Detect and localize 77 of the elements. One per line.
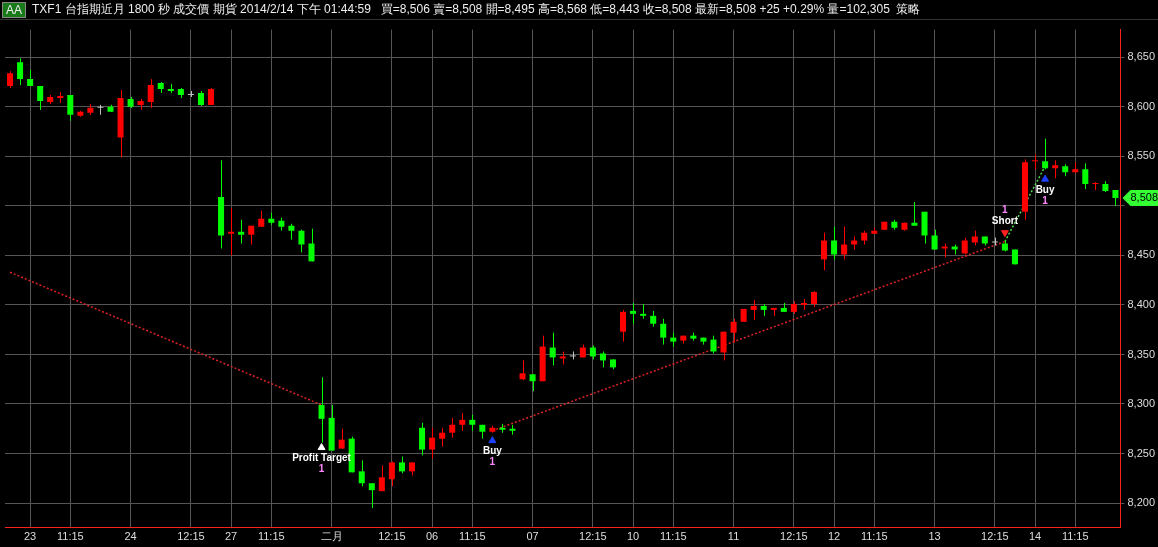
candlestick xyxy=(228,207,235,256)
x-tick-label: 06 xyxy=(425,530,439,543)
x-tick-label: 11:15 xyxy=(56,530,84,543)
x-tick-label: 10 xyxy=(626,530,640,543)
candlestick xyxy=(147,78,154,109)
candlestick xyxy=(368,482,375,509)
x-tick-label: 11:15 xyxy=(659,530,687,543)
candlestick xyxy=(1032,153,1039,170)
candlestick xyxy=(338,428,345,450)
candlestick xyxy=(67,94,74,122)
x-tick-label: 11 xyxy=(727,530,740,543)
text: Buy 1 xyxy=(1035,183,1055,206)
y-tick-label: 8,300 xyxy=(1127,397,1155,410)
candlestick xyxy=(308,228,315,262)
candlestick xyxy=(449,417,456,439)
y-tick-label: 8,200 xyxy=(1127,496,1155,509)
candlestick xyxy=(1082,162,1089,190)
x-tick-label: 11:15 xyxy=(860,530,888,543)
candlestick xyxy=(298,229,305,253)
candlestick xyxy=(17,57,24,86)
candlestick xyxy=(238,219,245,245)
y-tick-label: 8,350 xyxy=(1127,347,1155,360)
x-tick-label: 11:15 xyxy=(1061,530,1089,543)
x-tick-label: 12 xyxy=(827,530,841,543)
candlestick xyxy=(1042,138,1049,170)
candlestick xyxy=(429,427,436,459)
series-label: Buy 1 xyxy=(482,445,503,468)
candlestick xyxy=(750,299,757,321)
candlestick xyxy=(388,460,395,487)
x-tick-label: 12:15 xyxy=(579,530,607,543)
candlestick xyxy=(37,85,44,111)
point xyxy=(1041,174,1050,182)
candlestick xyxy=(720,331,727,361)
point xyxy=(317,443,326,451)
y-tick-label: 8,550 xyxy=(1127,149,1155,162)
series-label: Short 1 xyxy=(991,204,1019,227)
candlestick xyxy=(630,302,637,325)
x-tick-label: 二月 xyxy=(320,530,343,543)
x-tick-label: 11:15 xyxy=(458,530,486,543)
x-tick-label: 27 xyxy=(224,530,238,543)
candlestick xyxy=(358,459,365,487)
point xyxy=(488,436,497,444)
text: 8,508 xyxy=(1130,191,1158,204)
y-tick-label: 8,450 xyxy=(1127,248,1155,261)
candlestick xyxy=(841,226,848,260)
candlestick xyxy=(318,376,325,444)
y-tick-label: 8,250 xyxy=(1127,446,1155,459)
x-tick-label: 11:15 xyxy=(257,530,285,543)
chart-title: TXF1 台指期近月 1800 秒 成交價 期貨 2014/2/14 下午 01:44:59 xyxy=(32,1,371,18)
candlestick xyxy=(831,226,838,260)
candlestick xyxy=(921,211,928,245)
x-tick-label: 23 xyxy=(24,530,37,543)
candlestick xyxy=(620,309,627,343)
candlestick xyxy=(660,318,667,346)
candlestick xyxy=(97,104,104,116)
text: AA xyxy=(2,1,27,18)
x-tick-label: 12:15 xyxy=(378,530,406,543)
candlestick xyxy=(419,422,426,456)
x-tick-label: 14 xyxy=(1028,530,1042,543)
x-tick-label: 07 xyxy=(526,530,539,543)
x-tick-label: 12:15 xyxy=(981,530,1009,543)
x-tick-label: 13 xyxy=(928,530,941,543)
y-tick-label: 8,650 xyxy=(1127,50,1155,63)
candlestick xyxy=(439,427,446,448)
candlestick xyxy=(911,201,918,227)
candlestick xyxy=(821,232,828,271)
chart-subtitle: 買=8,506 賣=8,508 開=8,495 高=8,568 低=8,443 收=8,508 最新=8,508 +25 +0.29% 量=102,305 xyxy=(380,1,890,18)
x-tick-label: 12:15 xyxy=(177,530,205,543)
text: 策略 xyxy=(895,1,920,18)
candlestick xyxy=(549,332,556,366)
candlestick xyxy=(730,318,737,344)
candlestick xyxy=(519,359,526,381)
x-tick-label: 12:15 xyxy=(780,530,808,543)
candlestick xyxy=(378,464,385,492)
y-tick-label: 8,400 xyxy=(1127,297,1155,310)
y-tick-label: 8,600 xyxy=(1127,99,1155,112)
x-tick-label: 24 xyxy=(124,530,137,543)
